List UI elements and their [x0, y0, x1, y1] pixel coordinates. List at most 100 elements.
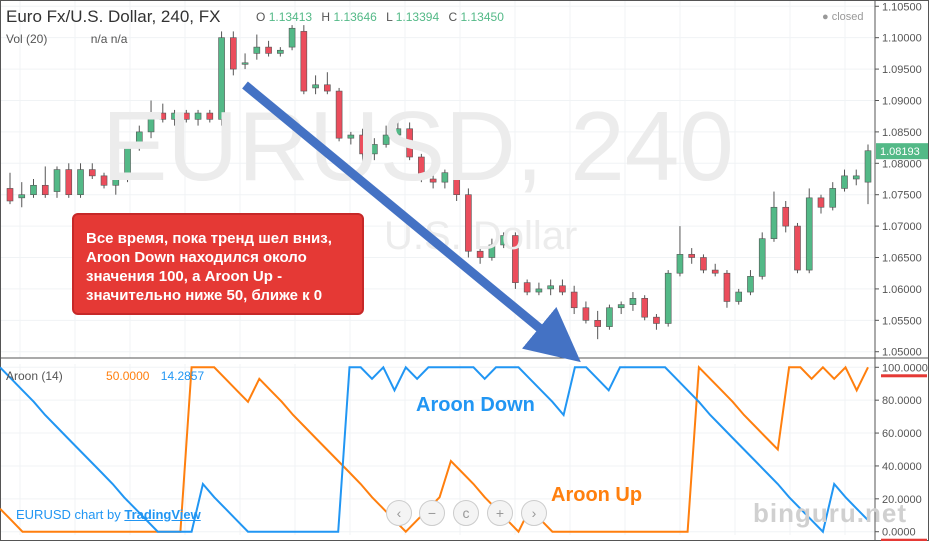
scroll-right-button[interactable]: ›	[521, 500, 547, 526]
candle-body	[641, 298, 648, 318]
candle-body	[124, 147, 131, 180]
aroon-title: Aroon (14)	[6, 369, 63, 383]
annotation-callout: Все время, пока тренд шел вниз, Aroon Do…	[72, 213, 364, 315]
aroon-tick-label: 100.0000	[882, 362, 928, 374]
aroon-tick-label: 60.0000	[882, 428, 922, 440]
ohlc-key: O	[256, 10, 266, 24]
ohlc-key: H	[321, 10, 331, 24]
zoom-out-button[interactable]: −	[419, 500, 445, 526]
aroon-legend[interactable]: Aroon (14) 50.0000 14.2857	[6, 369, 204, 383]
candle-body	[253, 46, 261, 54]
candle-body	[159, 112, 167, 120]
price-tick-label: 1.07000	[882, 221, 922, 233]
candle-body	[688, 254, 695, 258]
last-price-label: 1.08193	[880, 146, 920, 158]
price-tick-label: 1.09500	[882, 64, 922, 76]
aroon-down-value: 14.2857	[160, 369, 205, 383]
price-tick-label: 1.08500	[882, 127, 922, 139]
symbol-watermark: EURUSD, 240	[102, 91, 734, 201]
candle-body	[300, 31, 308, 92]
axis-background	[875, 0, 929, 541]
candle-body	[112, 178, 120, 186]
candle-body	[18, 194, 26, 199]
price-tick-label: 1.10500	[882, 1, 922, 13]
price-tick-label: 1.05500	[882, 315, 922, 327]
ohlc-value: 1.13413	[268, 10, 313, 24]
name-watermark: U.S. Dollar	[384, 214, 578, 258]
aroon-up-axis-marker	[881, 374, 927, 378]
tradingview-link: TradingView	[124, 507, 201, 522]
volume-label: Vol (20)	[6, 32, 48, 46]
aroon-down-axis-marker	[881, 538, 927, 541]
candle-body	[100, 175, 108, 186]
candle-body	[794, 225, 801, 271]
candle-body	[700, 257, 707, 271]
aroon-axis: 100.0000 80.0000 60.0000 40.0000 20.0000 0.00…	[875, 362, 928, 541]
reset-button[interactable]: c	[453, 500, 479, 526]
price-tick-label: 1.09000	[882, 95, 922, 107]
candle-body	[559, 285, 566, 293]
aroon-up-label: Aroon Up	[551, 484, 643, 506]
candle-body	[629, 298, 637, 305]
aroon-tick-label: 0.0000	[882, 527, 916, 539]
volume-values: n/a n/a	[90, 32, 128, 46]
ohlc-readout: O 1.13413 H 1.13646 L 1.13394 C 1.13450	[256, 10, 510, 24]
price-tick-label: 1.10000	[882, 33, 922, 45]
candle-body	[312, 84, 319, 89]
price-tick-label: 1.06000	[882, 284, 922, 296]
price-tick-label: 1.05000	[882, 347, 922, 359]
candle-body	[41, 184, 49, 196]
candle-body	[606, 307, 613, 327]
candle-body	[711, 269, 719, 274]
candle-body	[206, 112, 214, 120]
candle-body	[594, 320, 601, 327]
candle-body	[570, 291, 578, 309]
candle-body	[852, 175, 860, 180]
aroon-tick-label: 40.0000	[882, 461, 922, 473]
volume-legend[interactable]: Vol (20) n/a n/a	[6, 32, 127, 46]
aroon-tick-label: 20.0000	[882, 494, 922, 506]
price-tick-label: 1.07500	[882, 190, 922, 202]
aroon-down-line	[0, 365, 869, 534]
price-tick-label: 1.08000	[882, 158, 922, 170]
last-price-box	[876, 143, 928, 160]
candle-body	[758, 238, 766, 277]
candle-body	[864, 150, 872, 183]
candle-body	[547, 285, 554, 290]
candle-body	[6, 188, 14, 202]
candle-body	[582, 307, 590, 321]
candle-body	[770, 206, 778, 239]
zoom-in-button[interactable]: +	[487, 500, 513, 526]
candle-body	[523, 282, 531, 293]
ohlc-value: 1.13394	[395, 10, 440, 24]
candle-body	[664, 272, 672, 324]
candle-body	[747, 276, 754, 293]
ohlc-key: L	[386, 10, 393, 24]
candle-body	[617, 304, 625, 309]
candle-body	[194, 112, 202, 120]
candle-body	[30, 184, 37, 196]
scroll-left-button[interactable]: ‹	[386, 500, 412, 526]
ohlc-value: 1.13646	[333, 10, 377, 24]
site-watermark: binguru.net	[753, 498, 907, 528]
aroon-down-label: Aroon Down	[416, 394, 535, 416]
candle-body	[88, 169, 96, 177]
candle-body	[65, 169, 73, 196]
candle-body	[277, 49, 284, 54]
aroon-tick-label: 80.0000	[882, 395, 922, 407]
candle-body	[735, 291, 743, 302]
candle-body	[288, 27, 296, 48]
ohlc-value: 1.13450	[460, 10, 504, 24]
ohlc-key: C	[448, 10, 458, 24]
chart-title: Euro Fx/U.S. Dollar, 240, FX	[6, 7, 221, 26]
candle-body	[782, 206, 790, 227]
candle-body	[265, 46, 272, 54]
candle-body	[183, 112, 190, 120]
candle-body	[241, 62, 249, 65]
candle-body	[135, 131, 143, 148]
candle-body	[230, 37, 237, 70]
chart-credit[interactable]: EURUSD chart by TradingView	[16, 507, 201, 522]
candle-body	[53, 169, 61, 192]
candle-body	[535, 288, 543, 293]
candle-body	[147, 112, 155, 133]
